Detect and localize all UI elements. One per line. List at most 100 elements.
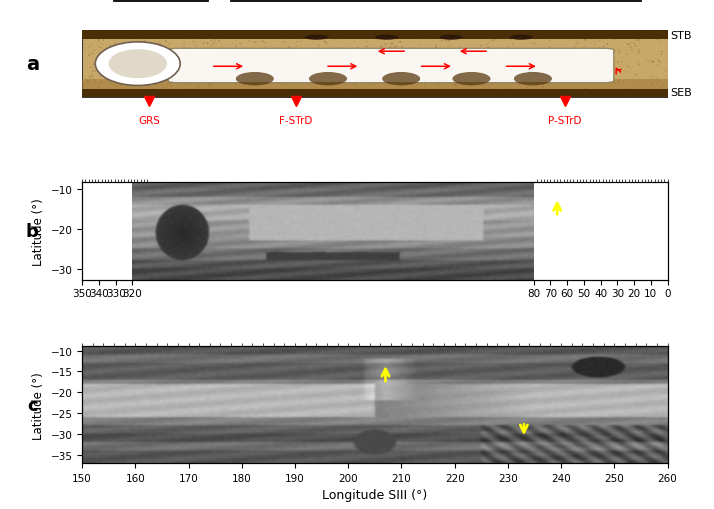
Point <box>426 33 437 41</box>
Point <box>469 46 481 54</box>
Point <box>201 68 212 76</box>
Point <box>210 71 221 79</box>
Point <box>268 58 279 66</box>
FancyBboxPatch shape <box>82 32 668 98</box>
Point <box>203 81 215 89</box>
Point <box>84 74 96 82</box>
Point <box>559 37 570 45</box>
Point <box>578 53 590 62</box>
Point <box>577 31 588 39</box>
Point <box>231 93 243 101</box>
Point <box>158 77 169 85</box>
Point <box>93 37 104 45</box>
FancyBboxPatch shape <box>82 32 668 40</box>
Point <box>622 32 633 40</box>
Point <box>465 81 476 90</box>
Point <box>647 75 658 83</box>
Point <box>291 39 303 47</box>
Point <box>535 48 546 56</box>
Point <box>378 72 389 80</box>
Point <box>84 52 95 61</box>
Point <box>623 64 634 72</box>
Point <box>221 49 233 57</box>
Point <box>588 84 599 92</box>
Point <box>503 90 514 98</box>
Point <box>121 55 132 64</box>
Point <box>505 78 516 87</box>
Point <box>569 78 580 86</box>
Point <box>270 56 281 65</box>
Point <box>411 62 423 70</box>
Point <box>252 46 263 54</box>
Point <box>277 80 288 88</box>
Point <box>386 69 397 77</box>
Point <box>206 72 218 80</box>
Point <box>190 63 201 71</box>
Point <box>372 48 383 56</box>
Point <box>186 71 197 79</box>
Point <box>591 75 603 83</box>
Point <box>400 49 411 58</box>
Point <box>427 87 438 95</box>
Point <box>91 88 103 96</box>
Point <box>517 60 528 68</box>
Point <box>96 79 107 88</box>
Point <box>76 64 88 72</box>
Point <box>331 78 342 87</box>
Point <box>171 66 182 74</box>
Point <box>405 69 416 77</box>
Point <box>583 77 594 85</box>
Point <box>258 53 270 61</box>
Point <box>655 59 666 67</box>
Point <box>124 92 136 100</box>
Point <box>590 69 602 77</box>
Point <box>144 64 155 72</box>
Point <box>488 75 500 83</box>
Point <box>518 29 530 37</box>
Point <box>180 78 191 87</box>
Point <box>297 34 308 42</box>
Point <box>94 44 106 52</box>
Point <box>193 66 205 74</box>
Point <box>282 61 293 69</box>
Point <box>512 36 523 44</box>
Point <box>253 88 265 96</box>
Point <box>239 50 251 58</box>
Point <box>514 47 526 55</box>
Point <box>218 60 229 68</box>
Point <box>79 81 90 90</box>
Point <box>354 64 366 72</box>
Point <box>409 59 421 67</box>
Point <box>319 38 331 46</box>
Point <box>111 56 123 65</box>
Point <box>116 33 127 41</box>
Point <box>139 38 150 46</box>
Point <box>180 80 191 89</box>
Point <box>530 62 541 70</box>
Point <box>298 49 309 57</box>
Point <box>246 91 258 99</box>
Point <box>162 77 174 85</box>
Point <box>577 81 588 90</box>
Point <box>267 74 278 82</box>
Point <box>98 34 109 42</box>
Point <box>296 54 307 62</box>
Point <box>201 70 213 78</box>
Point <box>576 93 588 101</box>
Point <box>334 87 346 95</box>
Point <box>399 93 411 101</box>
Point <box>320 74 331 82</box>
Point <box>427 36 438 44</box>
Point <box>243 84 254 93</box>
Point <box>225 48 236 56</box>
Point <box>393 52 404 61</box>
Point <box>574 79 585 87</box>
Point <box>100 33 111 41</box>
Point <box>110 60 121 68</box>
Point <box>308 68 320 76</box>
Point <box>386 40 397 48</box>
Point <box>342 53 353 62</box>
Point <box>633 59 644 67</box>
Point <box>338 49 349 58</box>
Point <box>329 67 341 75</box>
